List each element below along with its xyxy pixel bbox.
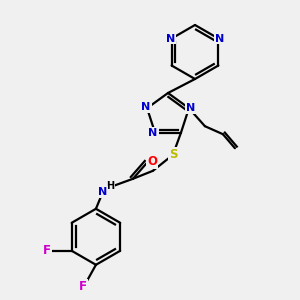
Text: S: S [169, 148, 177, 161]
Text: N: N [148, 128, 158, 138]
Text: F: F [79, 280, 87, 293]
Text: O: O [147, 155, 157, 168]
Text: F: F [43, 244, 51, 257]
Text: N: N [166, 34, 175, 44]
Text: N: N [142, 102, 151, 112]
Text: H: H [106, 181, 114, 191]
Text: N: N [98, 187, 108, 197]
Text: N: N [215, 34, 224, 44]
Text: N: N [186, 103, 196, 113]
